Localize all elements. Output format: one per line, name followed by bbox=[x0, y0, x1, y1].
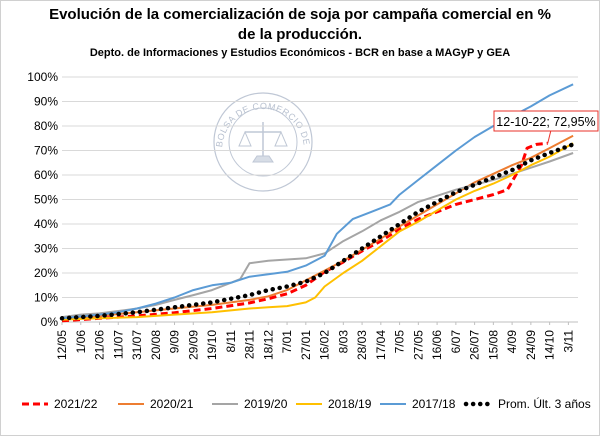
x-tick-label: 4/09 bbox=[505, 330, 519, 354]
legend-item: 2018/19 bbox=[296, 397, 372, 411]
x-tick-label: 7/05 bbox=[393, 330, 407, 354]
x-tick-label: 31/07 bbox=[130, 330, 144, 360]
seal-inner-ring bbox=[228, 107, 298, 177]
seal-outer-ring bbox=[213, 92, 313, 192]
legend-label: 2018/19 bbox=[328, 397, 372, 411]
x-tick-label: 24/09 bbox=[524, 330, 538, 360]
x-tick-label: 18/12 bbox=[261, 330, 275, 360]
y-tick-label: 90% bbox=[34, 95, 58, 109]
legend-label: Prom. Últ. 3 años bbox=[498, 396, 591, 411]
y-tick-label: 60% bbox=[34, 168, 58, 182]
x-tick-label: 8/03 bbox=[336, 330, 350, 354]
annotation-box bbox=[493, 110, 599, 132]
x-tick-label: 19/10 bbox=[205, 330, 219, 360]
x-tick-label: 15/08 bbox=[486, 330, 500, 360]
legend-item: 2019/20 bbox=[212, 397, 288, 411]
legend-label: 2020/21 bbox=[150, 397, 194, 411]
series-line-2020-21 bbox=[61, 134, 574, 321]
chart-title: Evolución de la comercialización de soja… bbox=[49, 6, 551, 23]
y-tick-label: 0% bbox=[41, 315, 59, 329]
series-line-2018-19 bbox=[61, 142, 574, 321]
legend-item: 2021/22 bbox=[22, 397, 98, 411]
x-tick-label: 27/05 bbox=[411, 330, 425, 360]
x-tick-label: 9/09 bbox=[168, 330, 182, 354]
annotation-text: 12-10-22; 72,95% bbox=[496, 115, 595, 129]
x-tick-label: 14/10 bbox=[543, 330, 557, 360]
x-tick-label: 16/02 bbox=[318, 330, 332, 360]
x-tick-label: 29/09 bbox=[186, 330, 200, 360]
x-tick-label: 21/06 bbox=[93, 330, 107, 360]
x-tick-label: 12/05 bbox=[55, 330, 69, 360]
x-tick-label: 28/11 bbox=[243, 330, 257, 359]
x-tick-label: 3/11 bbox=[561, 330, 575, 353]
y-tick-label: 50% bbox=[34, 193, 58, 207]
y-tick-label: 100% bbox=[27, 70, 58, 84]
seal-scale-base bbox=[252, 155, 274, 163]
annotation-callout: 12-10-22; 72,95% bbox=[493, 110, 599, 144]
x-tick-label: 16/06 bbox=[430, 330, 444, 360]
y-tick-label: 30% bbox=[34, 242, 58, 256]
series-line-prom-lt-3-a-os bbox=[59, 142, 576, 321]
x-tick-label: 8/11 bbox=[224, 330, 238, 353]
x-tick-label: 7/01 bbox=[280, 330, 294, 354]
x-tick-label: 1/06 bbox=[74, 330, 88, 354]
x-tick-label: 17/04 bbox=[374, 330, 388, 360]
y-tick-label: 70% bbox=[34, 144, 58, 158]
series-line-2017-18 bbox=[61, 83, 574, 320]
legend-label: 2021/22 bbox=[54, 397, 98, 411]
y-tick-label: 40% bbox=[34, 217, 58, 231]
legend-label: 2019/20 bbox=[244, 397, 288, 411]
annotation-leader-line bbox=[547, 130, 552, 144]
x-tick-label: 28/03 bbox=[355, 330, 369, 360]
series-line-2019-20 bbox=[61, 152, 574, 319]
y-tick-label: 10% bbox=[34, 291, 58, 305]
legend-item: 2020/21 bbox=[118, 397, 194, 411]
legend-item: 2017/18 bbox=[380, 397, 456, 411]
legend-item: Prom. Últ. 3 años bbox=[463, 396, 591, 411]
y-tick-label: 80% bbox=[34, 119, 58, 133]
x-tick-label: 6/07 bbox=[449, 330, 463, 354]
legend: 2021/22 2020/21 2019/20 2018/19 2017/18 Prom.… bbox=[22, 396, 591, 411]
x-tick-label: 11/07 bbox=[111, 330, 125, 359]
x-tick-label: 26/07 bbox=[468, 330, 482, 360]
y-tick-label: 20% bbox=[34, 266, 58, 280]
x-tick-label: 20/08 bbox=[149, 330, 163, 360]
chart-title-line2: de la producción. bbox=[237, 26, 363, 43]
seal-scale-pan-right bbox=[274, 130, 288, 147]
seal-scale-pan-left bbox=[238, 130, 252, 147]
chart-subtitle: Depto. de Informaciones y Estudios Econó… bbox=[89, 47, 511, 59]
x-tick-label: 27/01 bbox=[299, 330, 313, 360]
series-line-2021-22 bbox=[61, 141, 548, 323]
legend-label: 2017/18 bbox=[412, 397, 456, 411]
